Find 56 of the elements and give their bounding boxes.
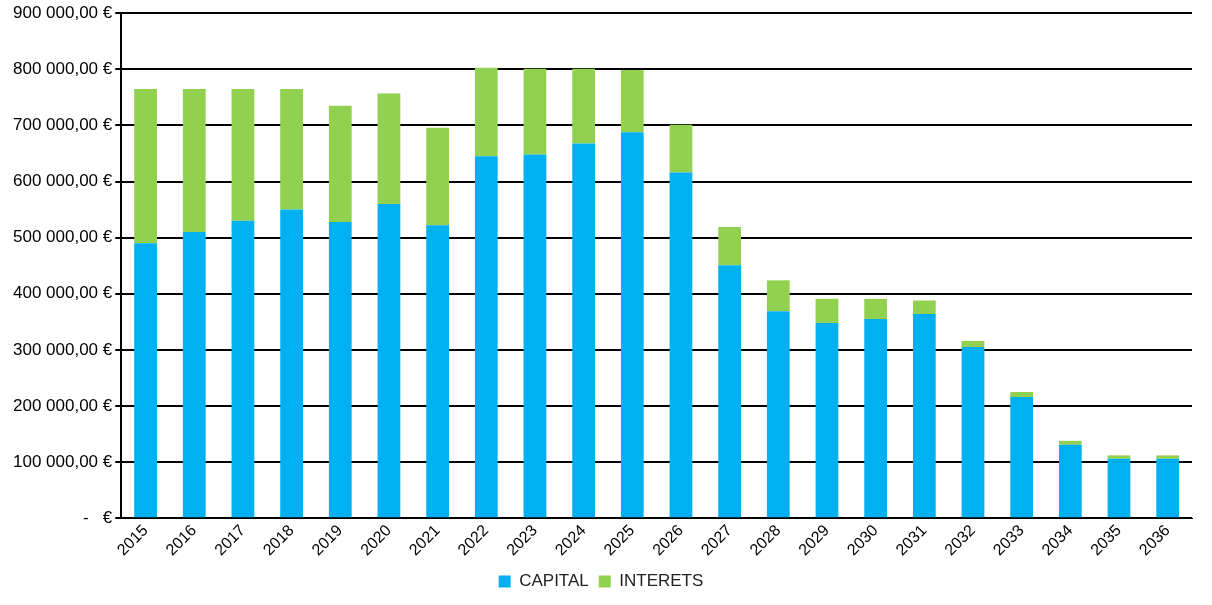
bar <box>523 68 547 155</box>
bar <box>377 93 401 204</box>
y-tick-label: 600 000,00 € <box>13 171 113 191</box>
bar <box>231 220 255 518</box>
bar <box>669 172 693 518</box>
bar <box>1010 391 1034 398</box>
bar <box>912 313 936 518</box>
bar <box>620 69 644 133</box>
bar <box>766 311 790 518</box>
bar <box>766 280 790 312</box>
bar <box>815 298 839 323</box>
y-tick-label: - € <box>82 507 113 527</box>
bar <box>912 300 936 314</box>
bar <box>231 88 255 221</box>
y-tick-label: 300 000,00 € <box>13 339 113 359</box>
y-tick-label: 500 000,00 € <box>13 227 113 247</box>
bar <box>1010 397 1034 518</box>
bar <box>572 143 595 518</box>
bar <box>1107 455 1131 459</box>
y-tick-label: 400 000,00 € <box>13 283 113 303</box>
bar <box>426 225 449 518</box>
y-tick-label: 100 000,00 € <box>13 451 113 471</box>
bar <box>280 88 303 210</box>
bar <box>328 105 352 222</box>
bar <box>1107 458 1131 518</box>
bar <box>864 319 888 518</box>
legend-label: INTERETS <box>619 571 704 591</box>
bar <box>961 347 985 518</box>
bar <box>864 298 888 320</box>
bar <box>620 132 644 518</box>
bar <box>134 243 157 518</box>
bar <box>1058 444 1082 518</box>
bar <box>474 156 498 518</box>
y-tick-label: 200 000,00 € <box>13 395 113 415</box>
bar <box>572 68 595 144</box>
bar <box>1156 455 1180 459</box>
bar <box>182 88 206 233</box>
legend-label: CAPITAL <box>519 571 589 591</box>
bar <box>426 127 449 226</box>
bar <box>669 124 693 173</box>
bar <box>718 265 742 518</box>
bar <box>718 227 742 266</box>
bar <box>523 154 547 518</box>
bar <box>474 67 498 157</box>
bar <box>961 340 985 348</box>
bar <box>1058 440 1082 445</box>
y-tick-label: 800 000,00 € <box>13 59 113 78</box>
y-tick-label: 900 000,00 € <box>13 2 113 22</box>
bar <box>377 204 401 518</box>
bar <box>815 322 839 518</box>
bar <box>328 221 352 518</box>
bar <box>134 88 157 244</box>
y-tick-label: 700 000,00 € <box>13 115 113 135</box>
bar <box>182 232 206 518</box>
bar <box>1156 458 1180 518</box>
bar <box>280 209 303 518</box>
